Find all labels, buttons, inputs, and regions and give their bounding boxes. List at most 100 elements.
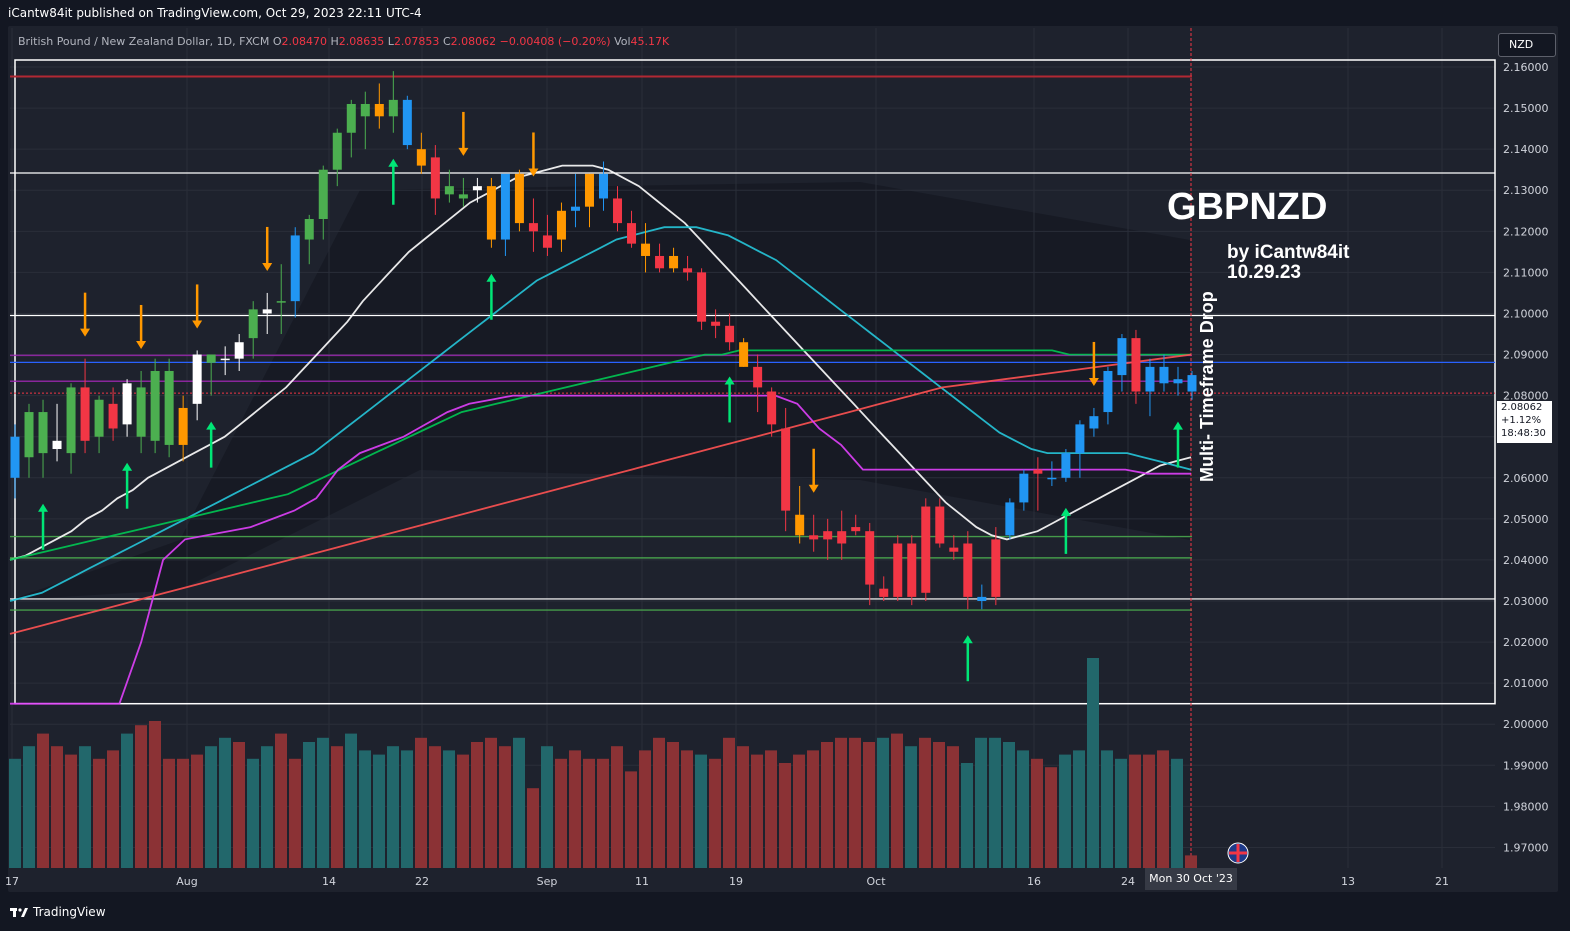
candle-body xyxy=(809,535,819,540)
y-tick-label: 2.03000 xyxy=(1503,595,1549,608)
y-tick-label: 2.11000 xyxy=(1503,266,1549,279)
volume-bar xyxy=(401,750,413,868)
candle-body xyxy=(332,132,342,170)
volume-bar xyxy=(723,737,735,868)
volume-bar xyxy=(667,742,679,868)
volume-bar xyxy=(1101,750,1113,868)
sell-arrow-head xyxy=(192,320,203,329)
candle-body xyxy=(725,325,735,343)
volume-bar xyxy=(289,758,301,868)
high-label: H xyxy=(330,35,339,48)
volume-bar xyxy=(989,737,1001,868)
y-tick-label: 2.00000 xyxy=(1503,718,1549,731)
candle-body xyxy=(542,235,552,248)
volume-bar xyxy=(919,737,931,868)
y-tick-label: 1.99000 xyxy=(1503,759,1549,772)
volume-bar xyxy=(93,758,105,868)
y-tick-label: 1.98000 xyxy=(1503,800,1549,813)
volume-bar xyxy=(415,737,427,868)
moving-average-line xyxy=(9,353,1192,635)
candle-body xyxy=(206,354,216,363)
volume-bar xyxy=(1059,754,1071,868)
candle-body xyxy=(781,428,791,511)
volume-bar xyxy=(261,746,273,868)
candle-body xyxy=(655,255,665,269)
last-price: 2.08062 xyxy=(1501,402,1543,413)
volume-bar xyxy=(807,750,819,868)
candle-body xyxy=(66,387,76,454)
candle-body xyxy=(921,506,931,593)
volume-bar xyxy=(849,737,861,868)
volume-bar xyxy=(597,758,609,868)
x-tick-label: 21 xyxy=(1435,875,1449,888)
volume-bar xyxy=(625,771,637,868)
candle-body xyxy=(500,173,510,240)
y-tick-label: 2.12000 xyxy=(1503,225,1549,238)
volume-bar xyxy=(331,746,343,868)
candle-body xyxy=(1117,338,1127,376)
currency-button[interactable]: NZD xyxy=(1498,33,1556,57)
candle-body xyxy=(276,301,286,303)
volume-bar xyxy=(527,788,539,868)
volume-bar xyxy=(233,742,245,868)
volume-bar xyxy=(9,758,21,868)
candle-body xyxy=(318,169,328,220)
candle-body xyxy=(150,370,160,441)
volume-bar xyxy=(23,746,35,868)
volume-bar xyxy=(905,746,917,868)
candle-body xyxy=(472,186,482,191)
candle-body xyxy=(374,103,384,117)
candle-body xyxy=(865,531,875,585)
candle-body xyxy=(262,309,272,314)
volume-bar xyxy=(933,742,945,868)
volume-bar xyxy=(555,758,567,868)
y-tick-label: 2.05000 xyxy=(1503,513,1549,526)
sell-arrow-head xyxy=(1088,377,1099,386)
candle-body xyxy=(837,531,847,544)
symbol-name[interactable]: British Pound / New Zealand Dollar, 1D, … xyxy=(18,35,270,48)
candle-body xyxy=(514,173,524,224)
buy-arrow-head xyxy=(962,635,973,644)
y-tick-label: 2.10000 xyxy=(1503,307,1549,320)
volume-bar xyxy=(1017,750,1029,868)
volume-bar xyxy=(1143,754,1155,868)
x-tick-label: 13 xyxy=(1341,875,1355,888)
x-tick-label: Oct xyxy=(866,875,886,888)
candle-body xyxy=(234,342,244,359)
volume-bar xyxy=(303,742,315,868)
y-tick-label: 2.08000 xyxy=(1503,390,1549,403)
buy-arrow-head xyxy=(486,273,497,282)
candle-body xyxy=(767,391,777,425)
volume-bar xyxy=(695,754,707,868)
volume-bar xyxy=(1073,750,1085,868)
bar-countdown: 18:48:30 xyxy=(1501,428,1546,439)
volume-bar xyxy=(51,746,63,868)
candle-body xyxy=(1159,366,1169,384)
x-tick-label: 11 xyxy=(635,875,649,888)
candle-body xyxy=(1075,424,1085,454)
volume-bar xyxy=(877,737,889,868)
volume-bar xyxy=(681,750,693,868)
candle-body xyxy=(346,103,356,133)
volume-bar xyxy=(1129,754,1141,868)
volume-bar xyxy=(499,746,511,868)
symbol-header: British Pound / New Zealand Dollar, 1D, … xyxy=(18,35,669,48)
tradingview-logo[interactable]: TradingView xyxy=(10,905,106,919)
tradingview-icon xyxy=(10,908,28,917)
x-tick-label: 24 xyxy=(1121,875,1135,888)
candle-body xyxy=(556,210,566,240)
volume-bar xyxy=(639,750,651,868)
candle-body xyxy=(1145,366,1155,392)
volume-bar xyxy=(247,758,259,868)
candle-body xyxy=(290,235,300,302)
volume-bar xyxy=(177,758,189,868)
x-tick-label: 22 xyxy=(415,875,429,888)
low-value: 2.07853 xyxy=(393,35,440,48)
volume-bar xyxy=(345,733,357,868)
buy-arrow-head xyxy=(38,503,49,512)
volume-bar xyxy=(317,737,329,868)
sell-arrow-head xyxy=(80,328,91,337)
volume-bar xyxy=(583,758,595,868)
candle-body xyxy=(178,407,188,445)
